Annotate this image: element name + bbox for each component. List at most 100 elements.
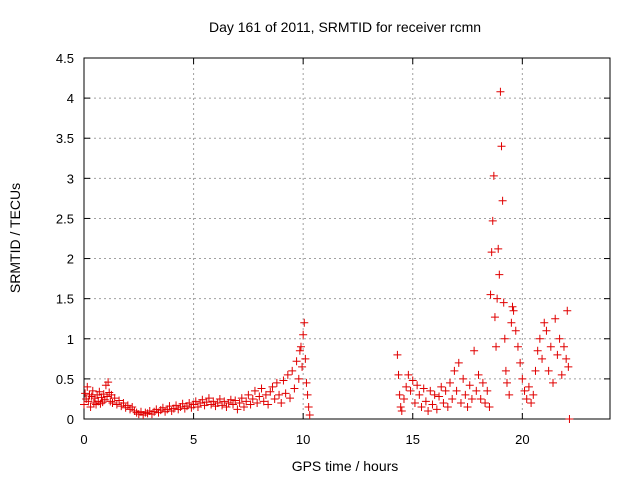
data-point: [562, 354, 571, 363]
data-point: [303, 390, 312, 399]
data-point: [448, 394, 457, 403]
data-point: [553, 350, 562, 359]
data-point: [298, 362, 307, 371]
data-point: [544, 366, 553, 375]
data-point: [193, 402, 202, 411]
data-point: [286, 394, 295, 403]
grid-lines: [84, 58, 610, 419]
data-point: [467, 394, 476, 403]
data-point: [472, 386, 481, 395]
data-point: [108, 398, 117, 407]
data-point: [450, 366, 459, 375]
data-point: [540, 318, 549, 327]
data-point: [277, 398, 286, 407]
data-point: [84, 397, 93, 406]
data-point: [394, 370, 403, 379]
data-point: [399, 394, 408, 403]
data-point: [226, 395, 235, 404]
data-point: [549, 378, 558, 387]
data-point: [424, 406, 433, 415]
data-point: [505, 390, 514, 399]
data-point: [242, 397, 251, 406]
data-point: [191, 397, 200, 406]
data-point: [295, 346, 304, 355]
data-point: [246, 400, 255, 409]
data-point: [410, 398, 419, 407]
data-point: [454, 358, 463, 367]
data-point: [513, 342, 522, 351]
data-point: [272, 378, 281, 387]
data-point: [511, 326, 520, 335]
data-point: [290, 384, 299, 393]
y-axis-title: SRMTID / TECUs: [7, 183, 23, 293]
data-point: [494, 244, 503, 253]
x-axis-title: GPS time / hours: [292, 458, 399, 474]
chart-title: Day 161 of 2011, SRMTID for receiver rcm…: [209, 19, 481, 35]
data-point: [404, 370, 413, 379]
data-point: [446, 378, 455, 387]
data-point: [264, 400, 273, 409]
data-point: [524, 382, 533, 391]
data-point: [406, 386, 415, 395]
data-point: [283, 370, 292, 379]
data-point: [557, 370, 566, 379]
data-point: [565, 415, 574, 423]
data-point: [294, 374, 303, 383]
data-point: [396, 402, 405, 411]
data-point: [237, 394, 246, 403]
data-point: [123, 401, 132, 410]
data-point: [397, 406, 406, 415]
data-point: [204, 394, 213, 403]
data-point: [413, 381, 422, 390]
data-point: [533, 346, 542, 355]
data-point: [402, 382, 411, 391]
data-point: [279, 376, 288, 385]
data-point: [233, 405, 242, 414]
data-point: [104, 378, 113, 387]
data-point: [302, 378, 311, 387]
data-point: [81, 389, 90, 398]
x-tick-label: 10: [296, 432, 310, 447]
data-point: [509, 306, 518, 315]
data-point: [529, 390, 538, 399]
y-tick-label: 1: [67, 332, 74, 347]
data-point: [275, 390, 284, 399]
data-point: [172, 401, 181, 410]
data-point: [229, 400, 238, 409]
data-point: [185, 398, 194, 407]
y-tick-label: 3: [67, 171, 74, 186]
data-point: [87, 392, 96, 401]
data-point: [501, 366, 510, 375]
data-point: [103, 392, 112, 401]
data-point: [299, 330, 308, 339]
data-point: [487, 248, 496, 257]
data-point: [520, 386, 529, 395]
data-point: [415, 390, 424, 399]
data-point: [235, 398, 244, 407]
data-point: [551, 314, 560, 323]
data-point: [481, 398, 490, 407]
data-point: [508, 302, 517, 311]
data-point: [202, 398, 211, 407]
data-point: [465, 381, 474, 390]
x-tick-label: 5: [190, 432, 197, 447]
data-point: [86, 402, 95, 411]
y-tick-label: 3.5: [56, 131, 74, 146]
y-tick-label: 2.5: [56, 211, 74, 226]
data-point: [112, 400, 121, 409]
data-point: [231, 396, 240, 405]
data-point: [476, 394, 485, 403]
data-point: [555, 334, 564, 343]
data-point: [257, 384, 266, 393]
data-point: [292, 357, 301, 366]
axis-ticks: 0 0.5 1 1.5 2 2.5 3 3.5 4 4.5 0 5 10 15 20: [56, 51, 610, 447]
data-point: [110, 394, 119, 403]
data-point: [165, 402, 174, 411]
data-point: [408, 376, 417, 385]
data-point: [486, 290, 495, 299]
data-point: [490, 313, 499, 322]
data-point: [281, 389, 290, 398]
data-point: [518, 374, 527, 383]
data-point: [268, 382, 277, 391]
data-point: [426, 386, 435, 395]
